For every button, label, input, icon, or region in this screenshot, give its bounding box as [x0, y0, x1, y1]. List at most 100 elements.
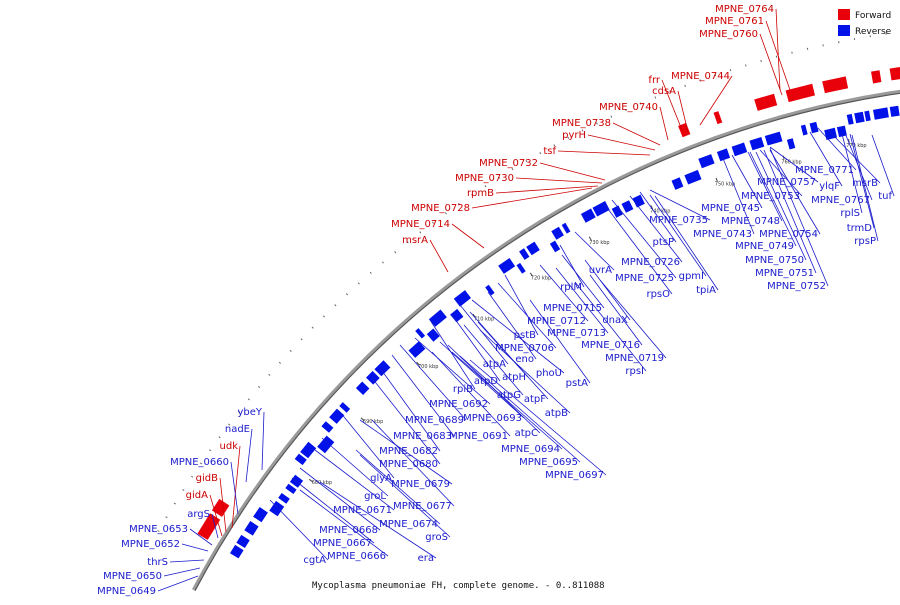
ring-dot — [312, 327, 313, 328]
ring-dot — [746, 65, 747, 67]
label-leader — [516, 178, 602, 183]
gene-label: MPNE_0667 — [313, 538, 372, 549]
gene-label: phoU — [536, 368, 562, 379]
gene-label: atpC — [515, 428, 538, 439]
gene-label: MPNE_0660 — [170, 457, 229, 468]
gene-label: ptsP — [652, 237, 674, 248]
gene-label: gidA — [186, 490, 208, 501]
gene-label: MPNE_0650 — [103, 571, 162, 582]
gene-label: MPNE_0744 — [671, 71, 730, 82]
background-track — [158, 21, 900, 591]
gene-label: MPNE_0761 — [705, 16, 764, 27]
gene-block — [593, 201, 610, 217]
gene-block — [824, 128, 837, 140]
ring-dot — [166, 517, 168, 518]
gene-block — [526, 242, 540, 256]
gene-label: MPNE_0680 — [379, 459, 438, 470]
gene-block — [317, 436, 334, 454]
label-leader — [776, 9, 780, 90]
gene-label: msrA — [402, 235, 428, 246]
gene-label: MPNE_0706 — [495, 343, 554, 354]
legend-forward-label: Forward — [855, 11, 891, 21]
gene-block — [212, 499, 230, 517]
gene-label: MPNE_0712 — [527, 316, 586, 327]
tick-label: 730 kbp — [589, 240, 609, 246]
ring-dot — [370, 272, 371, 274]
gene-label: pstA — [566, 378, 588, 389]
genome-caption: Mycoplasma pneumoniae FH, complete genom… — [312, 581, 605, 591]
gene-block — [321, 421, 333, 433]
ring-dot — [269, 374, 271, 375]
gene-label: MPNE_0771 — [795, 165, 854, 176]
label-leader — [170, 560, 204, 562]
gene-label: rplM — [560, 282, 582, 293]
gene-label: era — [418, 553, 434, 564]
gene-label: MPNE_0738 — [552, 118, 611, 129]
gene-label: gpmI — [679, 271, 704, 282]
gene-block — [374, 360, 390, 376]
tick-label: 750 kbp — [715, 181, 735, 187]
label-leader — [246, 429, 252, 482]
gene-label: rpiB — [453, 384, 473, 395]
ring-dot — [183, 490, 185, 491]
gene-block — [714, 111, 723, 124]
gene-label: MPNE_0732 — [479, 158, 538, 169]
label-leader — [558, 151, 650, 155]
gene-block — [429, 310, 447, 327]
gene-label: MPNE_0745 — [701, 203, 760, 214]
gene-label: MPNE_0750 — [745, 255, 804, 266]
gene-block — [847, 114, 854, 125]
gene-label: nadE — [225, 424, 250, 435]
gene-label: MPNE_0695 — [519, 457, 578, 468]
gene-label: atpA — [483, 359, 506, 370]
gene-label: groL — [364, 491, 386, 502]
gene-label: MPNE_0760 — [699, 29, 758, 40]
ring-dot — [485, 185, 486, 187]
gene-label: atpF — [524, 394, 546, 405]
gene-label: thrS — [147, 557, 168, 568]
label-leader — [560, 245, 584, 287]
gene-block — [551, 227, 564, 240]
gene-label: MPNE_0728 — [411, 203, 470, 214]
gene-label: MPNE_0691 — [449, 431, 508, 442]
ring-dot — [301, 339, 303, 340]
label-leader — [540, 163, 605, 180]
gene-label: rplS — [840, 208, 860, 219]
gene-label: atpD — [474, 376, 498, 387]
gene-label: MPNE_0692 — [429, 399, 488, 410]
gene-label: MPNE_0767 — [811, 195, 870, 206]
gene-block — [765, 132, 783, 146]
gene-block — [562, 223, 571, 234]
gene-label: msrB — [852, 178, 878, 189]
gene-block — [517, 263, 526, 274]
gene-label: uvrA — [589, 265, 612, 276]
ring-dot — [540, 152, 541, 154]
label-leader — [452, 224, 484, 248]
gene-block — [253, 507, 268, 522]
gene-label: MPNE_0764 — [715, 4, 774, 15]
ring-dot — [174, 503, 176, 504]
gene-block — [329, 409, 344, 424]
gene-label: udk — [220, 441, 239, 452]
gene-block — [366, 371, 380, 385]
gene-block — [485, 285, 494, 296]
ring-dot — [611, 116, 612, 118]
gene-block — [822, 76, 848, 93]
gene-block — [787, 138, 795, 149]
gene-label: MPNE_0752 — [767, 281, 826, 292]
gene-block — [244, 521, 258, 536]
gene-label: MPNE_0674 — [379, 519, 438, 530]
gene-block — [698, 154, 714, 168]
ring-dot — [420, 232, 421, 234]
gene-label: cgtA — [303, 555, 326, 566]
gene-label: MPNE_0713 — [547, 328, 606, 339]
gene-block — [409, 341, 426, 358]
gene-label: MPNE_0652 — [121, 539, 180, 550]
gene-label: tuf — [878, 191, 892, 202]
gene-block — [236, 535, 249, 548]
gene-label: rpmB — [467, 188, 494, 199]
gene-label: MPNE_0649 — [97, 586, 156, 597]
ring-dot — [248, 399, 250, 400]
gene-label: MPNE_0743 — [693, 229, 752, 240]
